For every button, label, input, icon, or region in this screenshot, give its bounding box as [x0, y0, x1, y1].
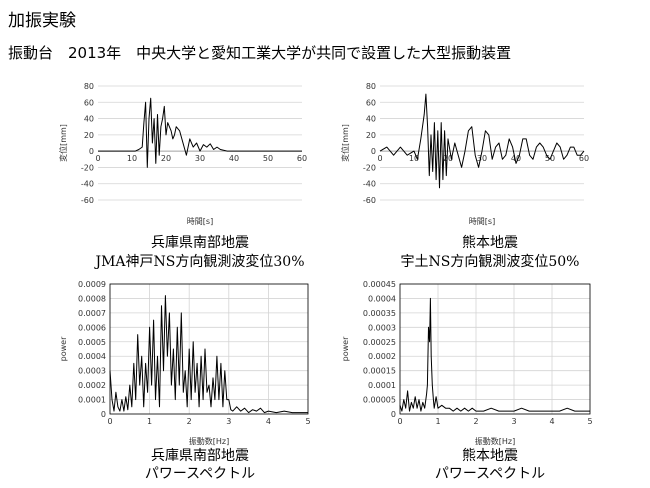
caption-bl-line2: パワースペクトル [144, 466, 256, 482]
y-tick-label: -60 [363, 196, 376, 205]
y-tick-label: 0 [89, 147, 94, 156]
x-tick-label: 2 [473, 417, 478, 426]
x-tick-label: 4 [266, 417, 271, 426]
y-tick-label: -60 [81, 196, 94, 205]
caption-br-line2: パワースペクトル [434, 466, 546, 482]
x-tick-label: 3 [511, 417, 516, 426]
y-tick-label: 0.0005 [78, 338, 106, 347]
x-axis-label: 時間[s] [469, 217, 495, 226]
x-tick-label: 4 [549, 417, 554, 426]
x-tick-label: 0 [397, 417, 402, 426]
x-tick-label: 0 [95, 154, 100, 163]
y-tick-label: 60 [366, 98, 376, 107]
y-tick-label: 0.0002 [368, 352, 396, 361]
y-tick-label: 0.0001 [78, 396, 106, 405]
y-tick-label: 0.00045 [363, 280, 396, 289]
series-line [379, 93, 585, 189]
y-tick-label: 0.0004 [78, 352, 106, 361]
y-tick-label: 40 [366, 115, 376, 124]
x-tick-label: 5 [305, 417, 310, 426]
caption-tl-line2: JMA神戸NS方向観測波変位30% [95, 254, 305, 270]
y-axis-label: power [341, 336, 350, 361]
caption-tl: 兵庫県南部地震 JMA神戸NS方向観測波変位30% [80, 234, 320, 272]
x-tick-label: 30 [195, 154, 205, 163]
chart-br-power-spectrum: 0 0.00005 0.0001 0.00015 0.0002 0.00025 0.0003… [340, 278, 600, 448]
y-tick-label: 80 [84, 82, 94, 91]
y-tick-label: -40 [81, 180, 94, 189]
chart-svg: 0 0.0001 0.0002 0.0003 0.0004 0.0005 0.0006 0.0… [59, 280, 311, 446]
x-tick-label: 40 [229, 154, 239, 163]
y-tick-label: 0.0006 [78, 323, 106, 332]
caption-br: 熊本地震 パワースペクトル [370, 447, 610, 483]
caption-tr-line1: 熊本地震 [462, 235, 518, 251]
y-axis-label: 変位[mm] [58, 124, 68, 162]
x-axis-label: 振動数[Hz] [189, 436, 229, 446]
y-tick-label: 0.0003 [78, 367, 106, 376]
x-tick-label: 30 [477, 154, 487, 163]
x-axis-label: 振動数[Hz] [475, 436, 515, 446]
y-tick-label: 0 [101, 410, 106, 419]
x-tick-label: 40 [511, 154, 521, 163]
x-tick-label: 10 [127, 154, 137, 163]
caption-tl-line1: 兵庫県南部地震 [151, 235, 249, 251]
y-tick-label: 0.0003 [368, 323, 396, 332]
page-title: 加振実験 [8, 11, 76, 31]
chart-tr-displacement: -60 -40 -20 0 20 40 60 80 0 10 20 30 40 50 60 時間[s] 変位[m… [340, 78, 600, 228]
x-tick-label: 0 [107, 417, 112, 426]
y-tick-label: 80 [366, 82, 376, 91]
y-tick-label: 20 [366, 131, 376, 140]
x-tick-label: 1 [435, 417, 440, 426]
y-tick-label: -20 [81, 163, 94, 172]
plot-frame [109, 283, 309, 415]
y-tick-label: 0.0008 [78, 294, 106, 303]
x-tick-label: 20 [161, 154, 171, 163]
caption-br-line1: 熊本地震 [462, 448, 518, 464]
series-line [109, 295, 308, 414]
plot-frame [399, 283, 591, 415]
y-tick-label: 0.00015 [363, 367, 396, 376]
series-line [399, 297, 590, 412]
y-tick-label: -40 [363, 180, 376, 189]
x-tick-label: 20 [443, 154, 453, 163]
y-tick-label: 40 [84, 115, 94, 124]
caption-bl-line1: 兵庫県南部地震 [151, 448, 249, 464]
x-tick-label: 60 [579, 154, 589, 163]
y-tick-label: 20 [84, 131, 94, 140]
y-tick-label: 0.0007 [78, 309, 106, 318]
x-tick-label: 5 [587, 417, 592, 426]
caption-tr: 熊本地震 宇土NS方向観測波変位50% [370, 234, 610, 272]
chart-tl-displacement: -60 -40 -20 0 20 40 60 80 0 10 20 30 40 50 60 時間[s] 変位[m… [58, 78, 318, 228]
y-tick-label: 60 [84, 98, 94, 107]
x-tick-label: 3 [226, 417, 231, 426]
y-axis-label: 変位[mm] [340, 124, 350, 162]
y-tick-label: 0.0009 [78, 280, 106, 289]
y-tick-label: 0.0004 [368, 294, 396, 303]
y-tick-label: 0.0001 [368, 381, 396, 390]
x-tick-label: 10 [409, 154, 419, 163]
y-tick-label: 0 [391, 410, 396, 419]
x-tick-label: 2 [187, 417, 192, 426]
series-line [98, 97, 302, 168]
y-tick-label: 0 [371, 147, 376, 156]
chart-svg: 0 0.00005 0.0001 0.00015 0.0002 0.00025 0.0003… [341, 280, 593, 446]
x-tick-label: 50 [263, 154, 273, 163]
chart-bl-power-spectrum: 0 0.0001 0.0002 0.0003 0.0004 0.0005 0.0006 0.0… [58, 278, 318, 448]
x-tick-label: 1 [147, 417, 152, 426]
y-tick-label: 0.00035 [363, 309, 396, 318]
x-tick-label: 60 [297, 154, 307, 163]
y-tick-label: 0.00025 [363, 338, 396, 347]
y-axis-label: power [59, 336, 68, 361]
caption-bl: 兵庫県南部地震 パワースペクトル [80, 447, 320, 483]
x-tick-label: 0 [377, 154, 382, 163]
y-tick-label: -20 [363, 163, 376, 172]
y-tick-label: 0.0002 [78, 381, 106, 390]
x-axis-label: 時間[s] [187, 217, 213, 226]
y-tick-label: 0.00005 [363, 396, 396, 405]
caption-tr-line2: 宇土NS方向観測波変位50% [400, 254, 580, 270]
page-subtitle: 振動台 2013年 中央大学と愛知工業大学が共同で設置した大型振動装置 [8, 44, 512, 62]
